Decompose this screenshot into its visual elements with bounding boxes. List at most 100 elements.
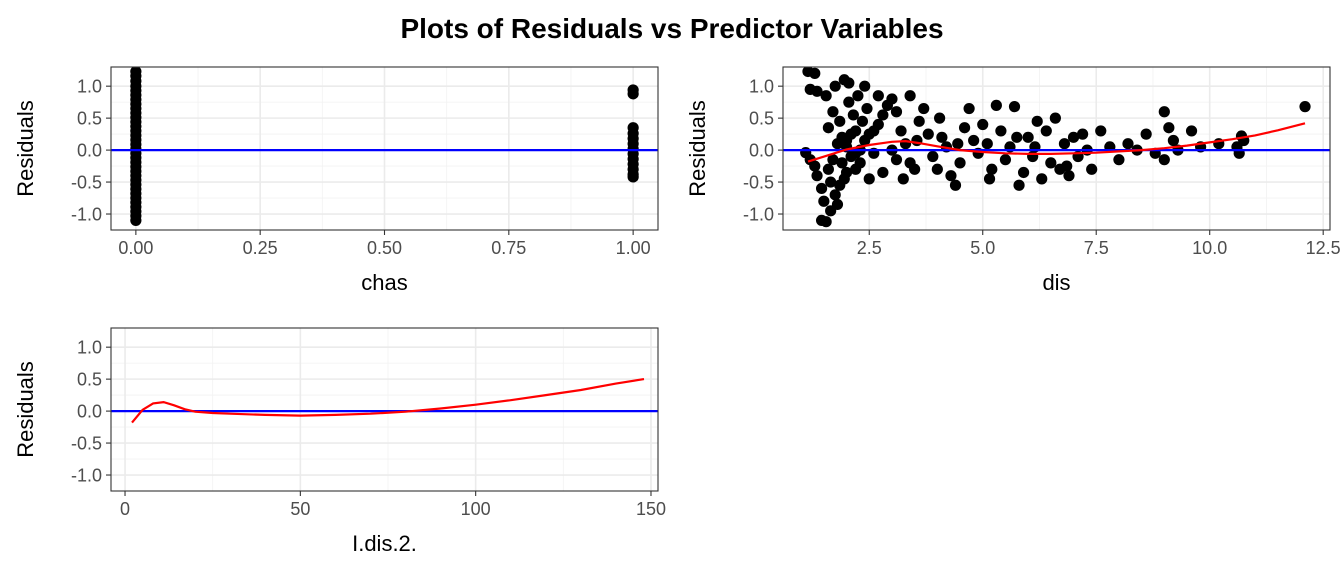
data-point	[825, 176, 837, 188]
data-point	[895, 125, 907, 137]
data-point	[934, 112, 946, 124]
data-point	[827, 106, 839, 118]
data-point	[990, 99, 1002, 111]
x-tick-label: 1.00	[616, 238, 651, 258]
data-point	[897, 173, 909, 185]
data-point	[890, 106, 903, 118]
data-point	[840, 166, 853, 179]
data-point	[995, 125, 1007, 137]
data-point	[845, 128, 857, 140]
data-point	[963, 102, 975, 115]
data-point	[1086, 163, 1098, 175]
data-point	[945, 170, 957, 182]
y-axis-label: Residuals	[13, 361, 38, 458]
data-point	[872, 90, 884, 102]
data-point	[1027, 150, 1039, 163]
data-point	[977, 118, 989, 131]
plot-area	[783, 67, 1330, 228]
data-point	[815, 182, 828, 195]
y-tick-label: 0.5	[749, 109, 774, 129]
data-point	[827, 154, 839, 166]
data-point	[861, 102, 873, 115]
plot-area	[111, 67, 658, 227]
y-axis-label: Residuals	[13, 100, 38, 197]
data-point	[627, 88, 639, 100]
data-point	[899, 138, 912, 150]
data-point	[968, 134, 980, 147]
data-point	[856, 115, 869, 127]
data-point	[931, 163, 943, 175]
x-tick-label: 150	[636, 499, 666, 519]
x-tick-label: 0	[120, 499, 130, 519]
y-axis-label: Residuals	[685, 100, 710, 197]
data-point	[1017, 166, 1030, 179]
data-point	[1158, 154, 1170, 166]
data-point	[999, 154, 1012, 166]
data-point	[834, 115, 846, 127]
data-point	[886, 93, 898, 105]
data-point	[811, 170, 823, 182]
y-tick-label: 1.0	[77, 338, 102, 358]
data-point	[829, 189, 841, 201]
data-point	[1036, 173, 1048, 185]
data-point	[820, 216, 832, 228]
data-point	[854, 157, 866, 169]
panel-1: 0.00 0.25 0.50 0.75 1.00 -1.0 -0.5 0.0 0.5 1.0 cha…	[13, 66, 659, 295]
data-point	[1058, 138, 1071, 150]
data-point	[983, 173, 996, 185]
smooth-curve	[131, 378, 645, 424]
data-point	[843, 96, 855, 108]
data-point	[831, 198, 844, 211]
data-point	[1011, 131, 1023, 143]
panel-border	[110, 327, 659, 492]
data-point	[1022, 131, 1034, 143]
data-point	[1031, 115, 1043, 127]
data-point	[1095, 125, 1107, 137]
data-point	[936, 131, 948, 143]
y-tick-label: -0.5	[743, 173, 774, 193]
data-point	[952, 138, 964, 150]
smooth-curve	[807, 122, 1306, 163]
data-point	[1067, 131, 1080, 143]
data-point	[809, 160, 821, 172]
panel-border	[782, 66, 1331, 231]
data-point	[829, 80, 841, 92]
x-tick-label: 10.0	[1192, 238, 1227, 258]
panel-3: 0 50 100 150 -1.0 -0.5 0.0 0.5 1.0 I.dis.2. Residu…	[13, 327, 666, 556]
data-point	[1185, 125, 1198, 137]
data-point	[1045, 157, 1057, 169]
data-point	[1040, 125, 1052, 137]
data-point	[809, 67, 821, 79]
data-point	[1163, 122, 1175, 134]
data-point	[1061, 160, 1073, 172]
data-point	[1167, 134, 1179, 147]
data-point	[981, 138, 993, 150]
data-point	[890, 154, 903, 166]
data-point	[1113, 154, 1125, 166]
data-point	[958, 122, 971, 134]
y-tick-label: 1.0	[749, 77, 774, 97]
data-point	[868, 125, 880, 137]
data-point	[811, 85, 823, 97]
y-tick-label: 0.0	[749, 141, 774, 161]
panel-2: 2.5 5.0 7.5 10.0 12.5 -1.0 -0.5 0.0 0.5 1.0 dis Res…	[685, 66, 1341, 295]
data-point	[818, 195, 830, 207]
data-point	[820, 90, 832, 102]
data-point	[954, 157, 966, 169]
x-tick-label: 0.00	[118, 238, 153, 258]
panel-background	[111, 328, 658, 491]
data-point	[859, 80, 871, 92]
data-point	[822, 163, 834, 175]
data-point	[918, 102, 930, 115]
data-point	[836, 157, 848, 169]
data-point	[877, 166, 889, 179]
data-point	[877, 109, 889, 121]
x-axis-label: I.dis.2.	[352, 531, 417, 556]
x-tick-label: 0.50	[367, 238, 402, 258]
y-tick-label: -0.5	[71, 173, 102, 193]
data-point	[1158, 106, 1170, 118]
x-axis-label: chas	[361, 270, 407, 295]
y-tick-label: -1.0	[71, 205, 102, 225]
x-tick-label: 12.5	[1306, 238, 1341, 258]
data-point	[1008, 101, 1021, 113]
